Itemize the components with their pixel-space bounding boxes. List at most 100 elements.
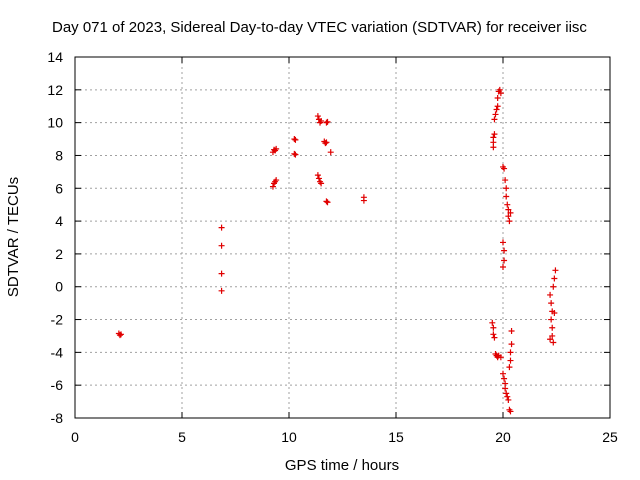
data-point bbox=[501, 257, 508, 264]
data-point bbox=[491, 116, 498, 123]
y-tick-label: 6 bbox=[55, 180, 63, 196]
y-tick-label: -2 bbox=[51, 312, 64, 328]
data-point bbox=[490, 324, 497, 331]
y-tick-label: -8 bbox=[51, 410, 64, 426]
data-point bbox=[503, 185, 510, 192]
data-point bbox=[291, 150, 298, 157]
y-tick-label: -4 bbox=[51, 344, 64, 360]
y-tick-label: -6 bbox=[51, 377, 64, 393]
data-point bbox=[323, 139, 330, 146]
data-point bbox=[494, 95, 501, 102]
data-point bbox=[318, 180, 325, 187]
data-point bbox=[490, 331, 497, 338]
data-point bbox=[292, 136, 299, 143]
data-point bbox=[318, 117, 325, 124]
data-point bbox=[323, 198, 330, 205]
data-point bbox=[507, 209, 514, 216]
data-point bbox=[505, 206, 512, 213]
data-point bbox=[116, 332, 123, 339]
data-point bbox=[489, 319, 496, 326]
data-point bbox=[548, 300, 555, 307]
data-point bbox=[118, 331, 125, 338]
data-point bbox=[549, 324, 556, 331]
x-tick-label: 20 bbox=[495, 429, 511, 445]
data-point bbox=[218, 270, 225, 277]
y-tick-label: 10 bbox=[47, 115, 63, 131]
data-point bbox=[269, 183, 276, 190]
data-point bbox=[505, 213, 512, 220]
x-tick-label: 25 bbox=[602, 429, 618, 445]
data-point bbox=[292, 151, 299, 158]
data-point bbox=[503, 390, 510, 397]
x-axis-label: GPS time / hours bbox=[285, 457, 399, 474]
y-tick-label: 8 bbox=[55, 147, 63, 163]
data-point bbox=[491, 131, 498, 138]
data-point bbox=[504, 393, 511, 400]
data-point bbox=[500, 370, 506, 377]
y-tick-label: 0 bbox=[55, 279, 63, 295]
data-point bbox=[507, 357, 514, 364]
data-point bbox=[501, 247, 508, 254]
y-axis-label: SDTVAR / TECUs bbox=[5, 177, 22, 297]
data-point bbox=[552, 267, 559, 274]
data-point bbox=[547, 336, 554, 343]
y-tick-label: 12 bbox=[47, 82, 63, 98]
data-point bbox=[551, 275, 558, 282]
x-ticks: 0 5 10 15 20 25 bbox=[71, 57, 618, 445]
x-tick-label: 15 bbox=[388, 429, 404, 445]
data-point bbox=[508, 341, 515, 348]
data-points bbox=[115, 86, 559, 415]
data-point bbox=[502, 385, 509, 392]
data-point bbox=[502, 177, 509, 184]
data-point bbox=[490, 134, 497, 141]
data-point bbox=[506, 218, 513, 225]
data-point bbox=[548, 316, 555, 323]
y-ticks: -8 -6 -4 -2 0 2 4 6 8 10 12 14 bbox=[47, 49, 610, 426]
data-point bbox=[494, 103, 501, 110]
data-point bbox=[218, 224, 225, 231]
data-point bbox=[504, 201, 511, 208]
chart-title: Day 071 of 2023, Sidereal Day-to-day VTE… bbox=[52, 19, 587, 36]
data-point bbox=[508, 328, 515, 335]
x-tick-label: 10 bbox=[281, 429, 297, 445]
data-point bbox=[500, 239, 506, 246]
data-point bbox=[273, 177, 280, 184]
data-point bbox=[550, 339, 557, 346]
grid bbox=[75, 57, 610, 418]
data-point bbox=[493, 106, 500, 113]
data-point bbox=[507, 349, 514, 356]
data-point bbox=[507, 408, 514, 415]
data-point bbox=[273, 145, 280, 152]
x-tick-label: 5 bbox=[178, 429, 186, 445]
data-point bbox=[314, 113, 321, 120]
data-point bbox=[218, 287, 225, 294]
y-tick-label: 14 bbox=[47, 49, 63, 65]
data-point bbox=[323, 119, 330, 126]
data-point bbox=[324, 199, 331, 206]
data-point bbox=[505, 396, 512, 403]
data-point bbox=[218, 242, 225, 249]
data-point bbox=[491, 334, 498, 341]
data-point bbox=[550, 283, 557, 290]
data-point bbox=[496, 86, 503, 93]
data-point bbox=[506, 364, 513, 371]
data-point bbox=[314, 172, 321, 179]
plot-border bbox=[74, 56, 611, 419]
data-point bbox=[500, 264, 506, 271]
data-point bbox=[551, 309, 558, 316]
data-point bbox=[360, 197, 367, 204]
data-point bbox=[503, 193, 510, 200]
data-point bbox=[547, 291, 554, 298]
data-point bbox=[492, 111, 499, 118]
data-point bbox=[324, 118, 331, 125]
data-point bbox=[501, 165, 508, 172]
data-point bbox=[315, 175, 322, 182]
data-point bbox=[327, 149, 334, 156]
data-point bbox=[322, 140, 329, 147]
x-tick-label: 0 bbox=[71, 429, 79, 445]
data-point bbox=[497, 90, 504, 97]
data-point bbox=[501, 375, 508, 382]
data-point bbox=[291, 136, 298, 143]
data-point bbox=[497, 354, 504, 361]
